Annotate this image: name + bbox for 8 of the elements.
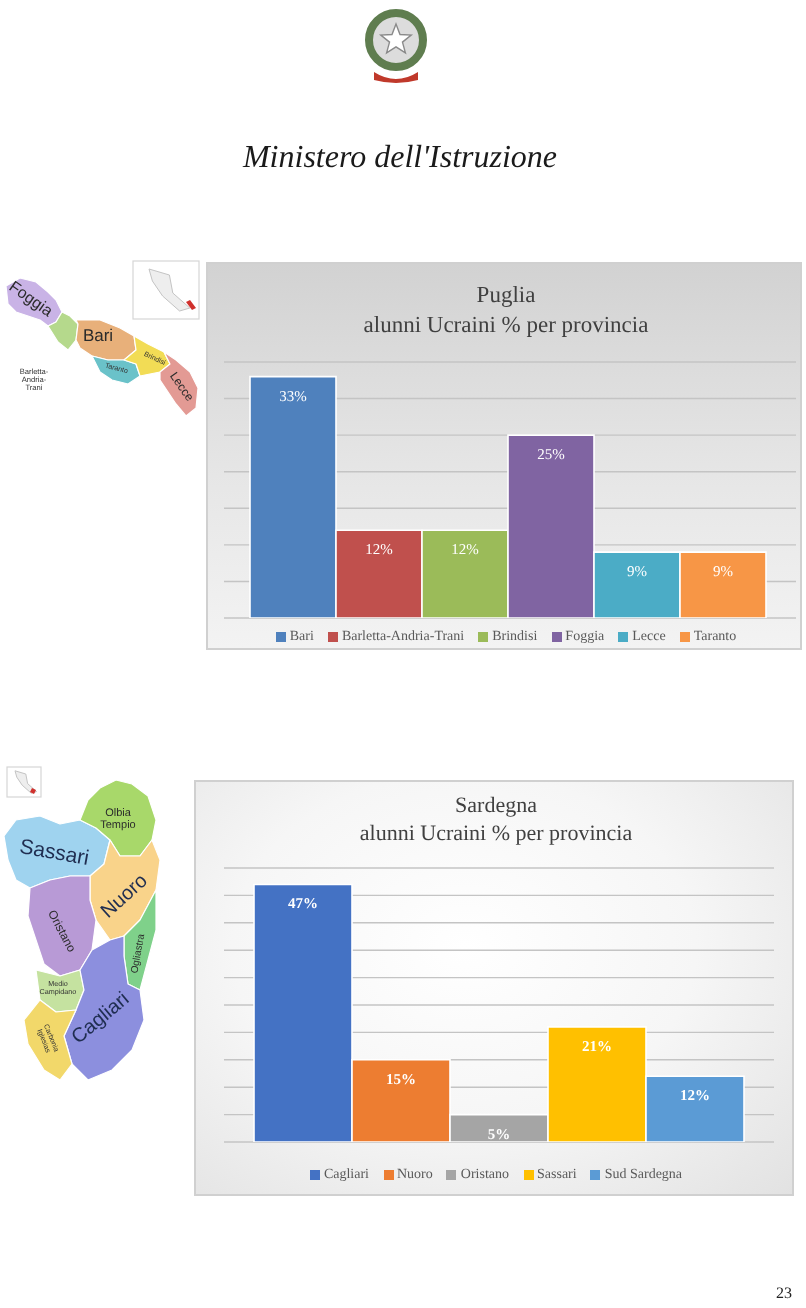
text: Sassari — [17, 835, 91, 871]
text: Bari — [82, 325, 114, 346]
text: Ministero dell'Istruzione — [242, 141, 558, 177]
text: 23 — [776, 1283, 792, 1303]
chart-title: Sardegna — [453, 792, 539, 821]
chart-subtitle: alunni Ucraini % per provincia — [357, 820, 635, 850]
chart-subtitle: alunni Ucraini % per provincia — [361, 311, 651, 342]
chart-title: Puglia — [474, 282, 538, 312]
